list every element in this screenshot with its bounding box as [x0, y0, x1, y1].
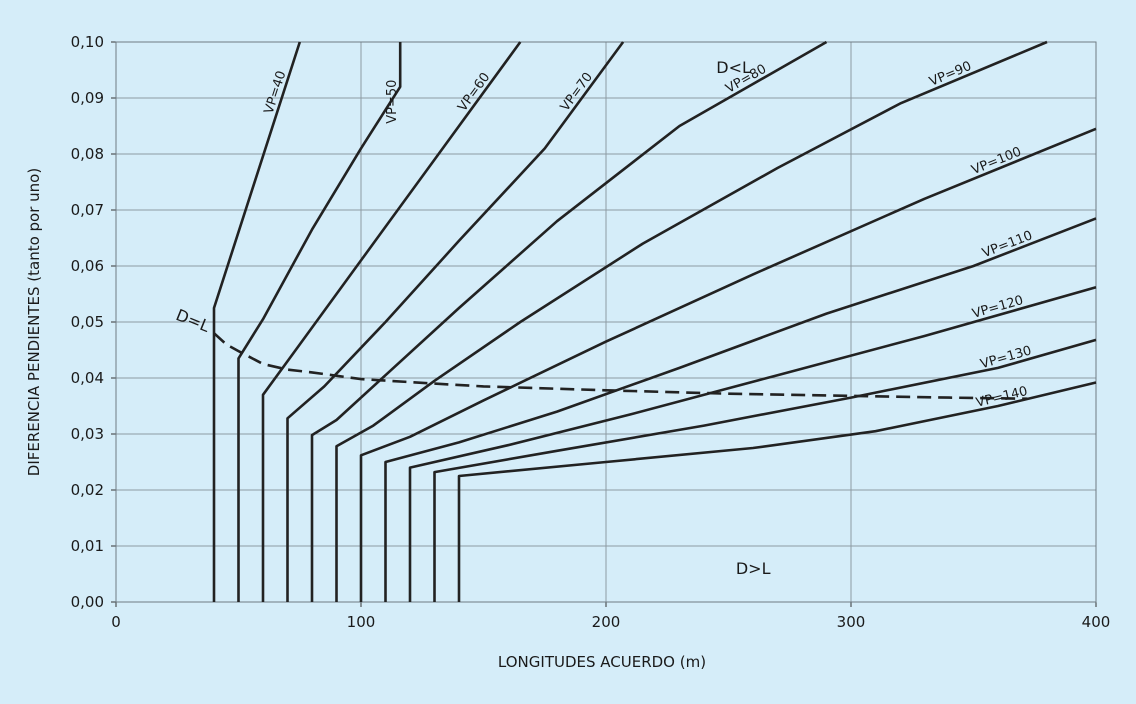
series-line-vp-70 [286, 41, 625, 602]
x-tick-label: 400 [1082, 613, 1111, 631]
x-tick-label: 300 [837, 613, 866, 631]
y-tick-label: 0,10 [71, 33, 104, 51]
y-tick-label: 0,02 [71, 481, 104, 499]
y-tick-label: 0,00 [71, 593, 104, 611]
y-tick-label: 0,03 [71, 425, 104, 443]
tick-labels: 0 100 200 300 400 0,00 0,01 0,02 0,03 0,04 0,05 0,0… [71, 33, 1111, 631]
x-tick-label: 100 [347, 613, 376, 631]
x-tick-label: 0 [111, 613, 121, 631]
annotation-d-gt-l: D>L [736, 559, 771, 578]
boundary-curve-d-equals-l [213, 332, 1028, 400]
series-label-vp-50: VP=50 [385, 80, 400, 124]
y-tick-label: 0,05 [71, 313, 104, 331]
y-tick-label: 0,07 [71, 201, 104, 219]
annotation-d-lt-l: D<L [716, 58, 751, 77]
series-lines [212, 40, 1097, 602]
y-tick-label: 0,09 [71, 89, 104, 107]
plot-frame [115, 41, 1097, 603]
y-tick-label: 0,08 [71, 145, 104, 163]
series-line-vp-120 [408, 286, 1097, 602]
y-axis-title: DIFERENCIA PENDIENTES (tanto por uno) [25, 168, 43, 476]
series-line-vp-60 [261, 41, 522, 602]
y-tick-label: 0,04 [71, 369, 104, 387]
x-axis-title: LONGITUDES ACUERDO (m) [498, 653, 706, 671]
series-line-vp-110 [384, 217, 1097, 602]
series-line-vp-100 [359, 127, 1097, 602]
series-line-vp-90 [335, 40, 1048, 602]
y-tick-label: 0,06 [71, 257, 104, 275]
series-line-vp-140 [457, 381, 1097, 602]
series-line-vp-130 [433, 338, 1097, 602]
series-line-vp-80 [310, 40, 828, 602]
x-tick-label: 200 [592, 613, 621, 631]
y-tick-label: 0,01 [71, 537, 104, 555]
gridlines [111, 41, 1097, 607]
series-line-vp-50 [237, 42, 402, 602]
series-line-vp-40 [212, 41, 302, 602]
